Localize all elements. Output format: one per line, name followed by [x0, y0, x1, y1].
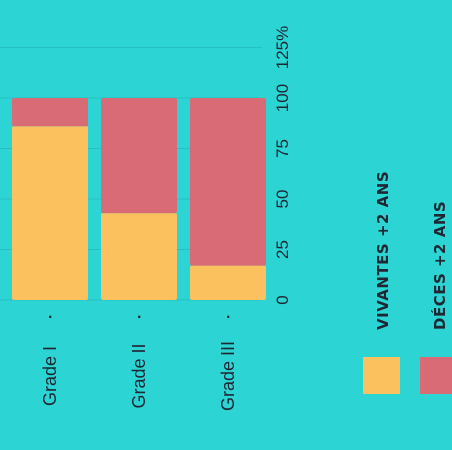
category-label-grade-i: Grade I — [40, 346, 60, 406]
category-marker: . — [226, 305, 230, 322]
y-tick-label: 50 — [273, 190, 292, 209]
bar-grade-ii-d-ces-2-ans — [101, 98, 177, 214]
y-tick-label: 75 — [273, 139, 292, 158]
legend-label-vivantes: VIVANTES +2 ANS — [374, 171, 392, 330]
category-label-grade-iii: Grade III — [218, 341, 238, 411]
legend: VIVANTES +2 ANS DÉCES +2 ANS — [363, 171, 452, 394]
category-label-grade-ii: Grade II — [129, 343, 149, 408]
bar-grade-i-d-ces-2-ans — [12, 98, 88, 127]
bar-grade-iii-vivantes-2-ans — [190, 265, 266, 300]
legend-swatch-vivantes — [363, 357, 400, 394]
y-tick-label: 125% — [273, 26, 292, 69]
y-tick-label: 25 — [273, 240, 292, 259]
category-marker: . — [48, 305, 52, 322]
bar-grade-iii-d-ces-2-ans — [190, 98, 266, 266]
plot-area: 0 25 50 75 100 125%. Grade I. Grade II. Grade II… — [0, 26, 292, 411]
legend-label-deces: DÉCES +2 ANS — [430, 201, 449, 330]
y-tick-label: 100 — [273, 84, 292, 112]
legend-swatch-deces — [420, 357, 452, 394]
bar-grade-ii-vivantes-2-ans — [101, 213, 177, 300]
category-marker: . — [137, 305, 141, 322]
bar-grade-i-vivantes-2-ans — [12, 126, 88, 300]
y-tick-label: 0 — [273, 295, 292, 304]
